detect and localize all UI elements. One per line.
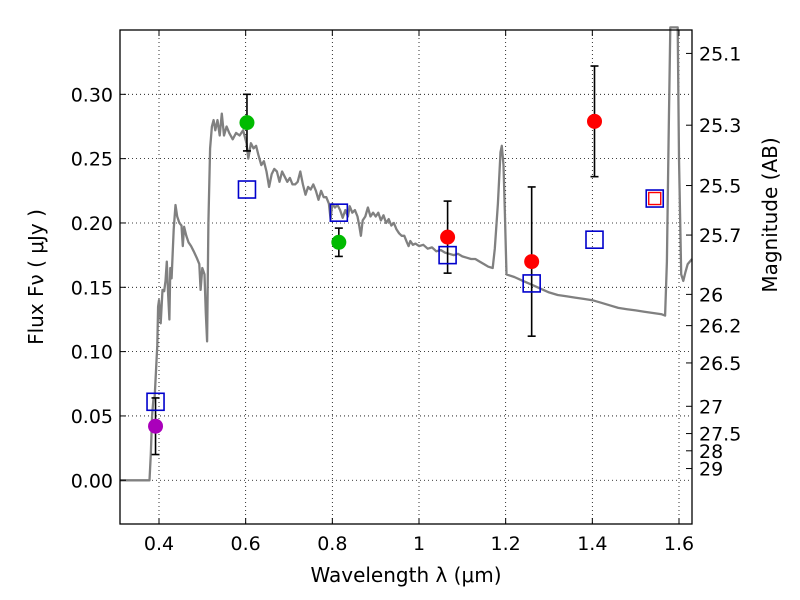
observed-point <box>239 115 255 131</box>
model-photometry-square <box>438 245 457 265</box>
template-spectrum-line <box>120 26 693 482</box>
model-photometry-square <box>237 180 257 199</box>
mag-tick-label: 25.5 <box>699 176 741 198</box>
observed-point <box>524 254 540 270</box>
x-tick-label: 0.6 <box>231 533 261 555</box>
observed-point <box>587 113 602 129</box>
model-photometry-square <box>329 203 349 222</box>
y2-axis-title: Magnitude (AB) <box>758 137 782 292</box>
mag-tick-label: 28 <box>699 441 723 463</box>
x-tick-label: 0.8 <box>317 533 347 555</box>
model-photometry-square <box>645 189 665 208</box>
x-tick-label: 1.2 <box>491 533 521 555</box>
y-tick-label: 0.25 <box>71 149 113 171</box>
y-axis-title: Flux Fν ( μJy ) <box>24 209 48 345</box>
mag-tick-label: 29 <box>699 459 723 481</box>
observed-point-square <box>648 191 662 206</box>
mag-tick-label: 26.5 <box>699 353 741 375</box>
y-tick-label: 0.00 <box>71 470 113 492</box>
observed-point <box>440 229 456 245</box>
x-axis-title: Wavelength λ (μm) <box>310 563 501 587</box>
mag-tick-label: 25.1 <box>699 43 741 65</box>
x-tick-label: 1 <box>413 533 425 555</box>
y-tick-label: 0.15 <box>71 277 113 299</box>
plot-frame <box>119 29 693 525</box>
point-layer <box>148 113 662 434</box>
observed-point <box>148 418 164 434</box>
mag-tick-label: 25.3 <box>699 115 741 137</box>
y-tick-label: 0.05 <box>71 406 113 428</box>
mag-tick-label: 26 <box>699 284 723 306</box>
axis-ticks: 0.4 0.6 0.8 1 1.2 1.4 1.6 0.00 0.05 0.10 0.15 0.20 0… <box>71 30 741 555</box>
model-photometry-square <box>522 274 541 293</box>
grid <box>120 30 692 524</box>
mag-tick-label: 27.5 <box>699 424 741 446</box>
model-photometry-square <box>146 392 165 412</box>
y-tick-label: 0.10 <box>71 342 113 364</box>
x-tick-label: 1.4 <box>577 533 607 555</box>
mag-tick-label: 27 <box>699 396 723 418</box>
mag-tick-label: 26.2 <box>699 316 741 338</box>
observed-point <box>331 234 347 250</box>
model-photometry-square <box>585 230 604 249</box>
y-tick-label: 0.20 <box>71 213 113 235</box>
spectrum-layer <box>120 26 693 482</box>
x-tick-label: 0.4 <box>144 533 174 555</box>
y-tick-label: 0.30 <box>71 84 113 106</box>
x-tick-label: 1.6 <box>664 533 694 555</box>
mag-tick-label: 25.7 <box>699 225 741 247</box>
model-layer <box>146 180 665 412</box>
